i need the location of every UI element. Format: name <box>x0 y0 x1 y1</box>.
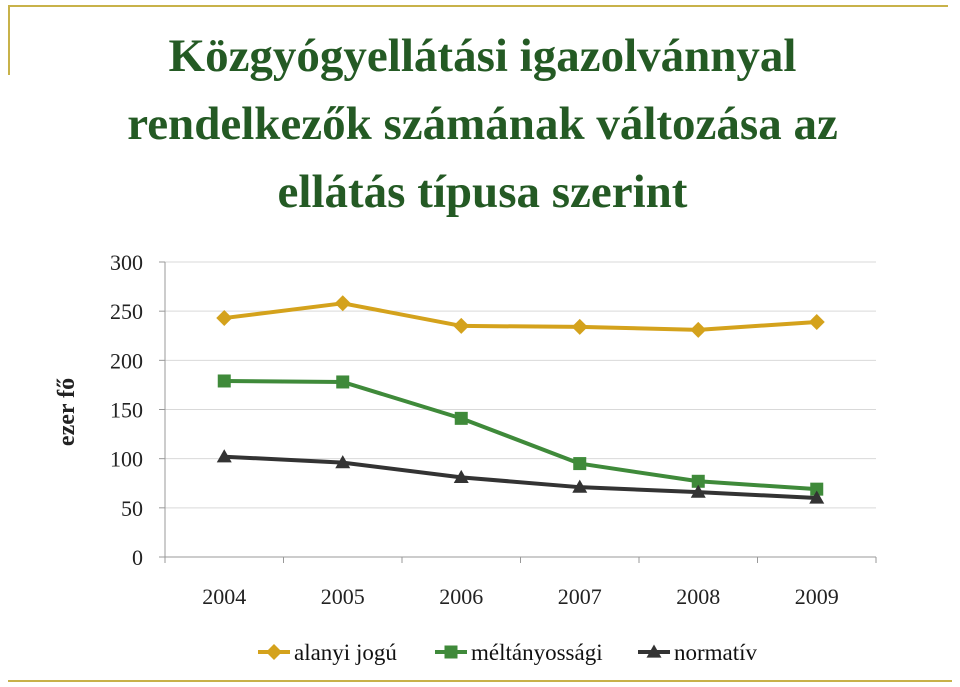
x-tick-label: 2006 <box>439 584 483 609</box>
data-point-square <box>217 374 231 388</box>
series-line <box>224 454 817 500</box>
data-point-diamond <box>334 295 351 312</box>
y-tick-label: 200 <box>110 348 143 373</box>
data-point-triangle <box>216 449 232 463</box>
y-tick-label: 300 <box>110 250 143 275</box>
x-tick-label: 2008 <box>676 584 720 609</box>
series-layer <box>216 295 825 504</box>
axes: 0 50 100 150 200 250 300 2004 2005 2006 2007 2008 20… <box>54 250 877 609</box>
data-point-triangle <box>690 484 706 498</box>
data-point-triangle <box>453 469 469 483</box>
data-point-diamond <box>690 321 707 338</box>
legend-label: alanyi jogú <box>294 640 397 665</box>
y-tick-label: 150 <box>110 398 143 423</box>
x-tick-label: 2005 <box>321 584 365 609</box>
y-tick-label: 50 <box>121 496 143 521</box>
data-point-triangle <box>572 479 588 493</box>
y-tick-label: 0 <box>132 545 143 570</box>
data-point-diamond <box>808 313 825 330</box>
series-line <box>224 301 817 332</box>
frame-top-line <box>8 5 948 7</box>
legend-label: méltányossági <box>471 640 603 665</box>
x-tick-label: 2007 <box>558 584 602 609</box>
data-point-square <box>454 411 468 425</box>
data-point-square <box>444 645 458 659</box>
legend-label: normatív <box>674 640 758 665</box>
data-point-diamond <box>571 318 588 335</box>
data-point-triangle <box>646 644 662 658</box>
y-tick-label: 250 <box>110 299 143 324</box>
frame-left-line <box>8 5 10 75</box>
y-axis-title: ezer fő <box>54 378 80 446</box>
frame-bottom-line <box>8 680 952 682</box>
data-point-square <box>691 474 705 488</box>
data-point-triangle <box>335 455 351 469</box>
data-point-square <box>573 457 587 471</box>
x-tick-label: 2009 <box>795 584 839 609</box>
data-point-square <box>336 375 350 389</box>
x-tick-label: 2004 <box>202 584 246 609</box>
gridlines <box>165 261 876 509</box>
data-point-diamond <box>453 317 470 334</box>
slide-title: Közgyógyellátási igazolvánnyal rendelkez… <box>127 30 838 218</box>
data-point-square <box>810 482 824 496</box>
series-line <box>224 378 817 492</box>
legend: alanyi jogú méltányossági normatív <box>258 640 758 665</box>
y-tick-label: 100 <box>110 447 143 472</box>
data-point-triangle <box>809 490 825 504</box>
data-point-diamond <box>216 310 233 327</box>
data-point-diamond <box>266 644 282 660</box>
